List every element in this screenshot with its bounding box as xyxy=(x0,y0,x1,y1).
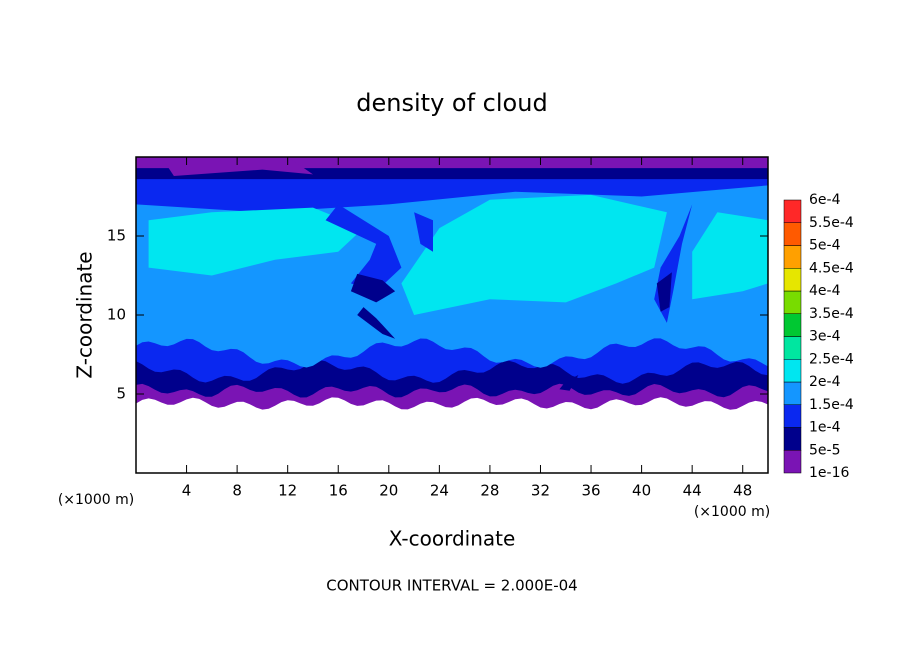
colorbar-swatch xyxy=(783,450,802,474)
contour-region xyxy=(325,204,402,292)
colorbar-label: 2.5e-4 xyxy=(809,351,854,367)
x-tick-label: 12 xyxy=(278,482,297,500)
x-tick-label: 24 xyxy=(430,482,449,500)
x-tick-label: 40 xyxy=(632,482,651,500)
colorbar-label: 3e-4 xyxy=(809,329,841,345)
x-tick-label: 16 xyxy=(329,482,348,500)
colorbar-swatch xyxy=(783,336,802,360)
contour-region xyxy=(656,272,672,312)
x-tick-label: 20 xyxy=(379,482,398,500)
x-tick-label: 32 xyxy=(531,482,550,500)
colorbar-label: 4.5e-4 xyxy=(809,260,854,276)
colorbar-swatch xyxy=(783,313,802,337)
colorbar-swatch xyxy=(783,290,802,314)
contour-region xyxy=(559,375,579,391)
colorbar-label: 5.5e-4 xyxy=(809,215,854,231)
x-units-label: (×1000 m) xyxy=(694,504,770,520)
colorbar-swatch xyxy=(783,359,802,383)
colorbar-label: 6e-4 xyxy=(809,192,841,208)
colorbar-label: 3.5e-4 xyxy=(809,306,854,322)
colorbar-swatch xyxy=(783,222,802,246)
colorbar-label: 1e-4 xyxy=(809,420,841,436)
colorbar-swatch xyxy=(783,245,802,269)
colorbar-label: 5e-4 xyxy=(809,238,841,254)
x-units-label: (×1000 m) xyxy=(58,492,134,508)
chart-title: density of cloud xyxy=(356,89,547,117)
contour-region xyxy=(692,212,768,300)
y-tick-label: 10 xyxy=(107,306,126,324)
colorbar-swatch xyxy=(783,199,802,223)
colorbar-swatch xyxy=(783,268,802,292)
contour-region xyxy=(401,194,667,315)
colorbar-swatch xyxy=(783,404,802,428)
colorbar-label: 1.5e-4 xyxy=(809,397,854,413)
x-tick-label: 4 xyxy=(182,482,192,500)
x-tick-label: 8 xyxy=(232,482,242,500)
y-tick-label: 15 xyxy=(107,227,126,245)
colorbar-label: 4e-4 xyxy=(809,283,841,299)
contour-field xyxy=(136,157,768,410)
contour-region xyxy=(414,212,433,252)
x-tick-label: 28 xyxy=(480,482,499,500)
colorbar-label: 5e-5 xyxy=(809,442,840,458)
contour-region xyxy=(350,273,396,303)
y-tick-label: 5 xyxy=(116,385,126,403)
contour-region xyxy=(161,157,313,176)
colorbar-label: 2e-4 xyxy=(809,374,841,390)
colorbar-label: 1e-16 xyxy=(809,465,849,481)
y-axis-label: Z-coordinate xyxy=(73,251,97,378)
x-tick-label: 48 xyxy=(733,482,752,500)
colorbar-swatch xyxy=(783,427,802,451)
annotation: CONTOUR INTERVAL = 2.000E-04 xyxy=(326,577,577,595)
colorbar-swatch xyxy=(783,381,802,405)
x-axis-label: X-coordinate xyxy=(389,527,516,551)
x-tick-label: 36 xyxy=(581,482,600,500)
contour-region xyxy=(357,307,396,339)
x-tick-label: 44 xyxy=(683,482,702,500)
contour-region xyxy=(148,207,364,276)
